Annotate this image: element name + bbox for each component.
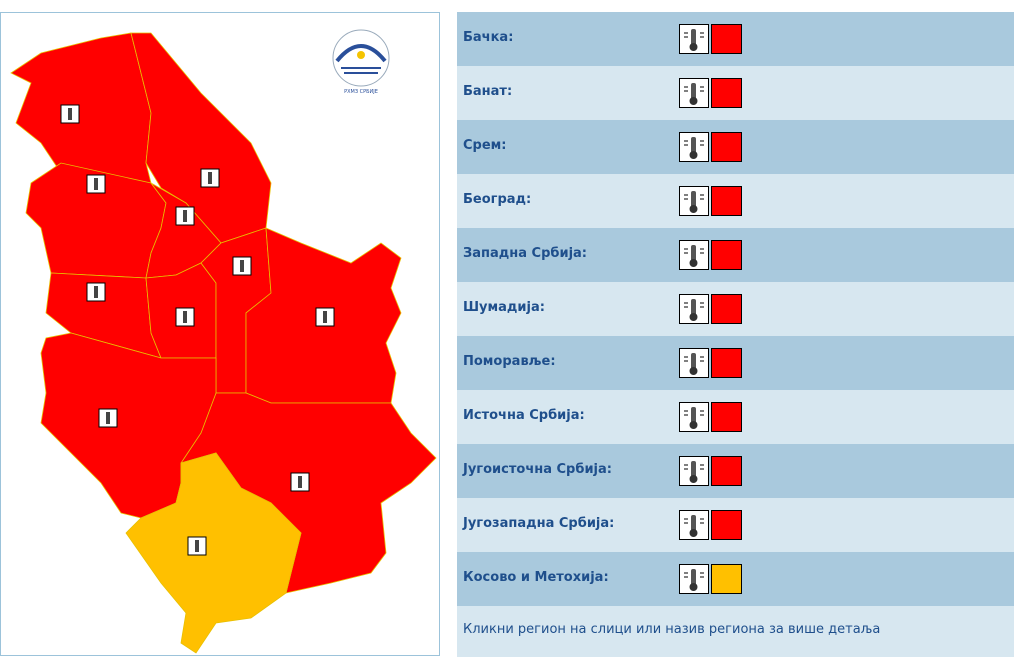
thermometer-bulb — [106, 412, 110, 424]
warning-level — [711, 186, 742, 216]
thermometer — [684, 29, 704, 51]
logo-waves — [341, 67, 381, 74]
warning-level — [711, 240, 742, 270]
warning-level — [711, 402, 742, 432]
region-row[interactable]: Косово и Метохија: — [457, 552, 1014, 606]
warning-level — [711, 348, 742, 378]
thermometer-bulb — [195, 540, 199, 552]
region-area[interactable] — [125, 452, 302, 654]
region-name[interactable]: Београд: — [463, 192, 532, 207]
region-name[interactable]: Поморавље: — [463, 354, 556, 369]
region-name[interactable]: Југоисточна Србија: — [463, 462, 612, 477]
thermometer — [684, 353, 704, 375]
region-name[interactable]: Косово и Метохија: — [463, 570, 609, 585]
thermometer-icon — [679, 132, 709, 162]
thermometer-bulb — [298, 476, 302, 488]
thermometer — [684, 461, 704, 483]
thermometer — [684, 191, 704, 213]
thermometer-icon — [679, 186, 709, 216]
thermometer-icon — [679, 78, 709, 108]
warning-level — [711, 132, 742, 162]
region-row[interactable]: Срем: — [457, 120, 1014, 174]
thermometer-bulb — [323, 311, 327, 323]
region-name[interactable]: Западна Србија: — [463, 246, 588, 261]
region-row[interactable]: Шумадија: — [457, 282, 1014, 336]
warning-level — [711, 456, 742, 486]
map: РХМЗ СРБИЈЕ — [10, 29, 437, 654]
thermometer-icon — [679, 294, 709, 324]
region-name[interactable]: Источна Србија: — [463, 408, 585, 423]
region-name[interactable]: Шумадија: — [463, 300, 545, 315]
thermometer — [684, 137, 704, 159]
thermometer-bulb — [183, 210, 187, 222]
region-row[interactable]: Југозападна Србија: — [457, 498, 1014, 552]
region-row[interactable]: Бачка: — [457, 12, 1014, 66]
region-row[interactable]: Источна Србија: — [457, 390, 1014, 444]
warning-level — [711, 294, 742, 324]
warning-level — [711, 78, 742, 108]
thermometer-bulb — [94, 286, 98, 298]
region-table: Бачка: Банат: Срем: Београд: Западна Србија:… — [457, 12, 1014, 657]
thermometer-icon — [679, 348, 709, 378]
warning-level — [711, 564, 742, 594]
thermometer-icon — [679, 510, 709, 540]
thermometer-bulb — [94, 178, 98, 190]
region-name[interactable]: Банат: — [463, 84, 513, 99]
thermometer-icon — [679, 456, 709, 486]
region-row[interactable]: Банат: — [457, 66, 1014, 120]
logo-arc — [335, 44, 387, 63]
region-area[interactable] — [10, 32, 152, 184]
thermometer-icon — [679, 564, 709, 594]
thermometer-bulb — [208, 172, 212, 184]
footer-hint: Кликни регион на слици или назив региона… — [457, 606, 1014, 657]
thermometer — [684, 299, 704, 321]
map-panel: РХМЗ СРБИЈЕ — [0, 12, 440, 656]
region-row[interactable]: Југоисточна Србија: — [457, 444, 1014, 498]
warning-level — [711, 24, 742, 54]
logo: РХМЗ СРБИЈЕ — [332, 29, 390, 95]
thermometer-icon — [679, 240, 709, 270]
thermometer-bulb — [68, 108, 72, 120]
thermometer — [684, 515, 704, 537]
thermometer — [684, 407, 704, 429]
region-row[interactable]: Београд: — [457, 174, 1014, 228]
thermometer-bulb — [240, 260, 244, 272]
region-name[interactable]: Срем: — [463, 138, 507, 153]
region-row[interactable]: Западна Србија: — [457, 228, 1014, 282]
thermometer-icon — [679, 24, 709, 54]
thermometer — [684, 569, 704, 591]
region-name[interactable]: Бачка: — [463, 30, 514, 45]
thermometer-bulb — [183, 311, 187, 323]
region-row[interactable]: Поморавље: — [457, 336, 1014, 390]
warning-level — [711, 510, 742, 540]
region-name[interactable]: Југозападна Србија: — [463, 516, 615, 531]
logo-sun — [357, 51, 365, 59]
logo-text: РХМЗ СРБИЈЕ — [344, 89, 378, 95]
thermometer-icon — [679, 402, 709, 432]
thermometer — [684, 245, 704, 267]
thermometer — [684, 83, 704, 105]
